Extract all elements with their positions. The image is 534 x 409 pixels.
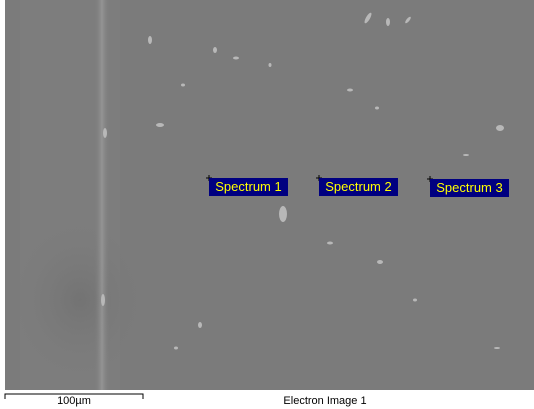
spectrum-marker: Spectrum 3 (427, 176, 509, 197)
image-caption: Electron Image 1 (283, 395, 366, 407)
spectrum-label: Spectrum 3 (436, 180, 502, 195)
image-specks (101, 12, 504, 350)
spectrum-label: Spectrum 1 (215, 179, 281, 194)
image-streak (94, 0, 110, 390)
spectrum-marker: Spectrum 2 (316, 175, 398, 196)
scale-bar-label: 100µm (57, 395, 91, 407)
spectrum-marker: Spectrum 1 (206, 175, 288, 196)
image-shade (10, 220, 150, 380)
scale-bar (4, 393, 144, 399)
spectrum-label: Spectrum 2 (325, 179, 391, 194)
